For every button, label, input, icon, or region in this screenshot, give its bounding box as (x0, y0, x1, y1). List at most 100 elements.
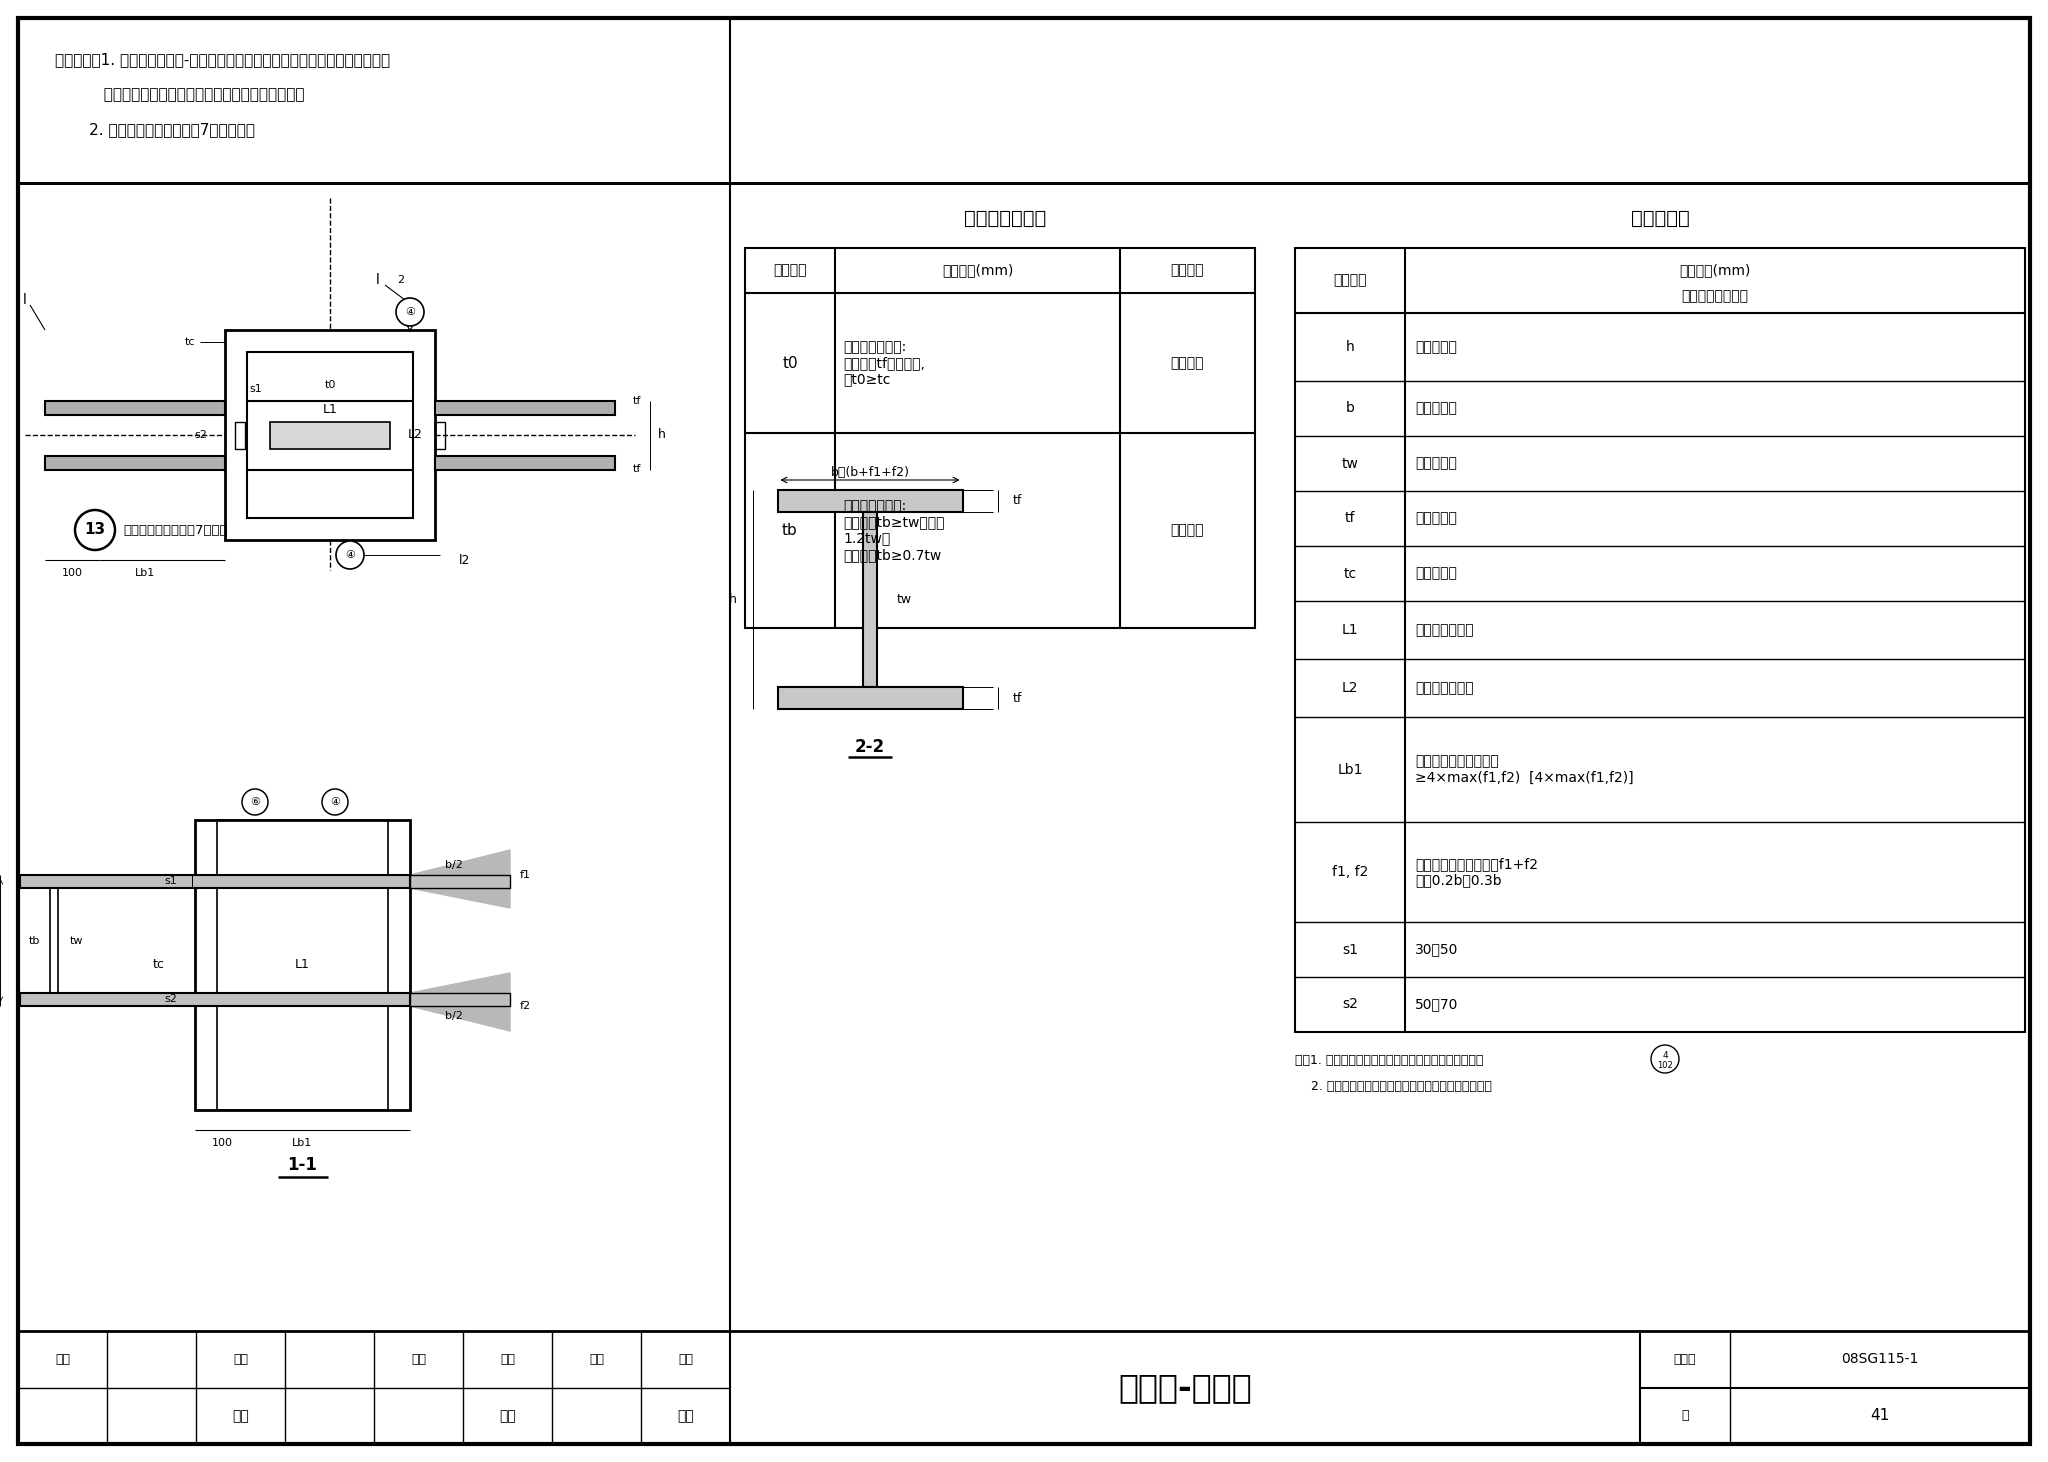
Text: t0: t0 (324, 380, 336, 389)
Text: l: l (377, 273, 381, 287)
Text: 08SG115-1: 08SG115-1 (1841, 1352, 1919, 1367)
Bar (45, 456, 225, 469)
Text: s2: s2 (164, 994, 176, 1004)
Text: 设计: 设计 (590, 1352, 604, 1366)
Text: 参数名称: 参数名称 (1333, 273, 1366, 288)
Text: 刘岩: 刘岩 (500, 1409, 516, 1423)
Text: h: h (729, 594, 737, 607)
Text: 41: 41 (1870, 1408, 1890, 1423)
Text: 102: 102 (1657, 1061, 1673, 1070)
Text: 页: 页 (1681, 1409, 1690, 1423)
Text: ⑥: ⑥ (250, 797, 260, 807)
Bar (745, 249, 1255, 629)
Text: 刘岩: 刘岩 (500, 1352, 514, 1366)
Polygon shape (410, 849, 510, 908)
Bar (778, 687, 963, 709)
Text: 梁翼缘厚度: 梁翼缘厚度 (1415, 512, 1456, 525)
Text: L2: L2 (1341, 681, 1358, 694)
Text: 审林: 审林 (233, 1352, 248, 1366)
Text: h: h (1346, 341, 1354, 354)
Text: 与梁相同: 与梁相同 (1171, 357, 1204, 370)
Text: 梁翼缘宽度: 梁翼缘宽度 (1415, 402, 1456, 415)
Text: 腹板连接板高度: 腹板连接板高度 (1415, 681, 1475, 694)
Text: tw: tw (1341, 456, 1358, 471)
Text: t0: t0 (782, 355, 799, 370)
Text: ④: ④ (406, 307, 416, 317)
Text: 腹板连接板厚度:
单剪时，tb≥tw，宜取
1.2tw；
双剪时，tb≥0.7tw: 腹板连接板厚度: 单剪时，tb≥tw，宜取 1.2tw； 双剪时，tb≥0.7t… (844, 499, 944, 561)
Text: ④: ④ (344, 550, 354, 560)
Text: 板厚取值(mm): 板厚取值(mm) (942, 263, 1014, 278)
Text: s2: s2 (195, 430, 207, 440)
Text: 参数取值(mm): 参数取值(mm) (1679, 263, 1751, 276)
Text: L1: L1 (1341, 623, 1358, 637)
Bar (217, 820, 387, 1110)
Text: l: l (23, 292, 27, 307)
Text: 材质要求: 材质要求 (1171, 263, 1204, 278)
Text: tb: tb (29, 936, 41, 946)
Text: 2-2: 2-2 (854, 738, 885, 756)
Text: 腹板连接板长度: 腹板连接板长度 (1415, 623, 1475, 637)
Text: 梁腹板厚度: 梁腹板厚度 (1415, 456, 1456, 471)
Circle shape (322, 789, 348, 814)
Circle shape (1651, 1045, 1679, 1073)
Text: b: b (1346, 402, 1354, 415)
Text: b～(b+f1+f2): b～(b+f1+f2) (831, 465, 909, 478)
Bar (410, 993, 510, 1006)
Text: f1, f2: f1, f2 (1331, 866, 1368, 879)
Text: 限制值［参考值］: 限制值［参考值］ (1681, 289, 1749, 303)
Bar (20, 993, 410, 1006)
Bar (434, 421, 444, 449)
Circle shape (336, 541, 365, 569)
Text: tf: tf (633, 396, 641, 405)
Bar (49, 887, 57, 993)
Text: tf: tf (1012, 494, 1022, 507)
Text: 箱形柱-梁节点: 箱形柱-梁节点 (1118, 1371, 1251, 1404)
Text: tc: tc (1343, 566, 1356, 580)
Text: l2: l2 (459, 554, 471, 566)
Text: 板厚符号: 板厚符号 (774, 263, 807, 278)
Text: L2: L2 (408, 428, 422, 442)
Text: 注：1. 腹板连接板选用形式及与柱的连接方式详见节点: 注：1. 腹板连接板选用形式及与柱的连接方式详见节点 (1294, 1054, 1483, 1067)
Text: 节点区未标注焊缝为7号焊缝: 节点区未标注焊缝为7号焊缝 (123, 523, 227, 537)
Text: tf: tf (1012, 692, 1022, 705)
Bar (1294, 249, 2025, 1032)
Text: tf: tf (633, 465, 641, 475)
Text: 柱贯通隔板厚度:
取各方向tf的最大值,
且t0≥tc: 柱贯通隔板厚度: 取各方向tf的最大值, 且t0≥tc (844, 339, 926, 386)
Circle shape (76, 510, 115, 550)
Bar (236, 421, 246, 449)
Text: ④: ④ (330, 797, 340, 807)
Text: Lb1: Lb1 (293, 1137, 311, 1148)
Text: 2. 地震设防烈度不宜高于7度地震区。: 2. 地震设防烈度不宜高于7度地震区。 (55, 123, 256, 137)
Bar (195, 820, 410, 1110)
Text: 翼缘宽度变化段长度：
≥4×max(f1,f2)  [4×max(f1,f2)]: 翼缘宽度变化段长度： ≥4×max(f1,f2) [4×max(f1,f2)] (1415, 754, 1634, 785)
Bar (434, 401, 614, 415)
Text: tw: tw (897, 594, 911, 607)
Text: 2. 节点图中梁、柱平面定位关系由平面布置图确定。: 2. 节点图中梁、柱平面定位关系由平面布置图确定。 (1294, 1080, 1491, 1094)
Text: 4: 4 (1663, 1051, 1667, 1060)
Text: 100: 100 (211, 1137, 233, 1148)
Text: 适用范围：1. 多层钢结构、钢-混凝土混合结构中的钢框架，当梁柱连接焊接工艺: 适用范围：1. 多层钢结构、钢-混凝土混合结构中的钢框架，当梁柱连接焊接工艺 (55, 53, 389, 67)
Bar (225, 330, 434, 539)
Text: tc: tc (184, 338, 195, 346)
Text: b/2: b/2 (444, 1012, 463, 1020)
Text: Lb1: Lb1 (135, 569, 156, 577)
Text: 图集号: 图集号 (1673, 1352, 1696, 1366)
Bar (270, 421, 389, 449)
Text: Lb1: Lb1 (1337, 763, 1362, 776)
Bar (20, 874, 410, 887)
Bar (862, 512, 877, 687)
Bar (248, 352, 414, 518)
Text: 审核: 审核 (55, 1352, 70, 1366)
Bar (434, 456, 614, 469)
Circle shape (242, 789, 268, 814)
Bar (778, 490, 963, 512)
Text: L1: L1 (295, 959, 309, 972)
Circle shape (395, 298, 424, 326)
Text: tb: tb (782, 523, 799, 538)
Text: 与梁相同: 与梁相同 (1171, 523, 1204, 538)
Text: s1: s1 (164, 877, 176, 886)
Text: 中林: 中林 (231, 1409, 250, 1423)
Text: s1: s1 (1341, 943, 1358, 956)
Text: 梁截面高度: 梁截面高度 (1415, 341, 1456, 354)
Text: 1-1: 1-1 (287, 1156, 317, 1174)
